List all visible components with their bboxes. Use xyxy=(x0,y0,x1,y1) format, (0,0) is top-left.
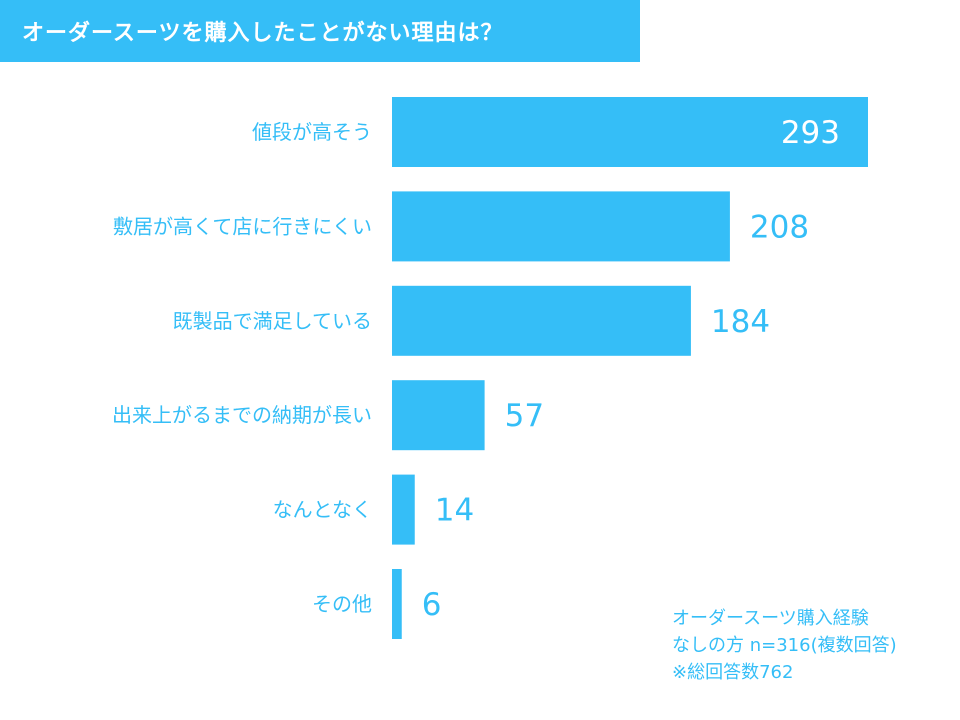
bar-3 xyxy=(392,380,485,451)
value-label-3: 57 xyxy=(505,398,544,434)
note-line-2: なしの方 n=316(複数回答) xyxy=(672,635,897,656)
value-label-1: 208 xyxy=(750,209,809,245)
title-bar: オーダースーツを購入したことがない理由は？ xyxy=(0,0,640,62)
bar-1 xyxy=(392,191,730,262)
bar-0 xyxy=(392,97,868,167)
bar-5 xyxy=(392,569,402,639)
category-label-4: なんとなく xyxy=(273,498,372,522)
bar-2 xyxy=(392,285,691,356)
value-label-0: 293 xyxy=(781,115,840,151)
sample-note: オーダースーツ購入経験 なしの方 n=316(複数回答) ※総回答数762 xyxy=(672,605,897,686)
value-label-4: 14 xyxy=(435,493,474,529)
note-line-3: ※総回答数762 xyxy=(672,662,794,683)
category-label-2: 既製品で満足している xyxy=(173,309,372,333)
value-label-2: 184 xyxy=(711,304,770,340)
note-line-1: オーダースーツ購入経験 xyxy=(672,608,869,629)
category-label-3: 出来上がるまでの納期が長い xyxy=(112,403,372,427)
category-label-0: 値段が高そう xyxy=(252,120,372,144)
bar-4 xyxy=(392,474,415,545)
category-label-1: 敷居が高くて店に行きにくい xyxy=(113,214,372,238)
category-label-5: その他 xyxy=(312,592,372,616)
value-label-5: 6 xyxy=(422,587,442,623)
chart-title: オーダースーツを購入したことがない理由は？ xyxy=(22,21,504,46)
